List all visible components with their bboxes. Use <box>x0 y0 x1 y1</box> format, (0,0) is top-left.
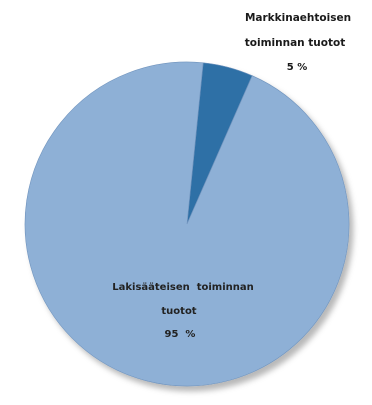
slice-label-market-line1: Markkinaehtoisen <box>245 12 351 24</box>
slice-value-statutory: 95 % <box>165 329 196 340</box>
slice-label-statutory: Lakisääteisen toiminnan tuotot 95 % <box>112 282 253 340</box>
slice-value-market: 5 % <box>287 62 307 73</box>
slice-label-market-line2: toiminnan tuotot <box>245 37 346 49</box>
slice-label-statutory-line2: tuotot <box>161 306 196 317</box>
pie-slice-statutory <box>24 61 350 387</box>
slice-label-market: Markkinaehtoisen toiminnan tuotot 5 % <box>245 12 351 73</box>
slice-label-statutory-line1: Lakisääteisen toiminnan <box>112 282 253 293</box>
pie-slices <box>24 61 350 387</box>
